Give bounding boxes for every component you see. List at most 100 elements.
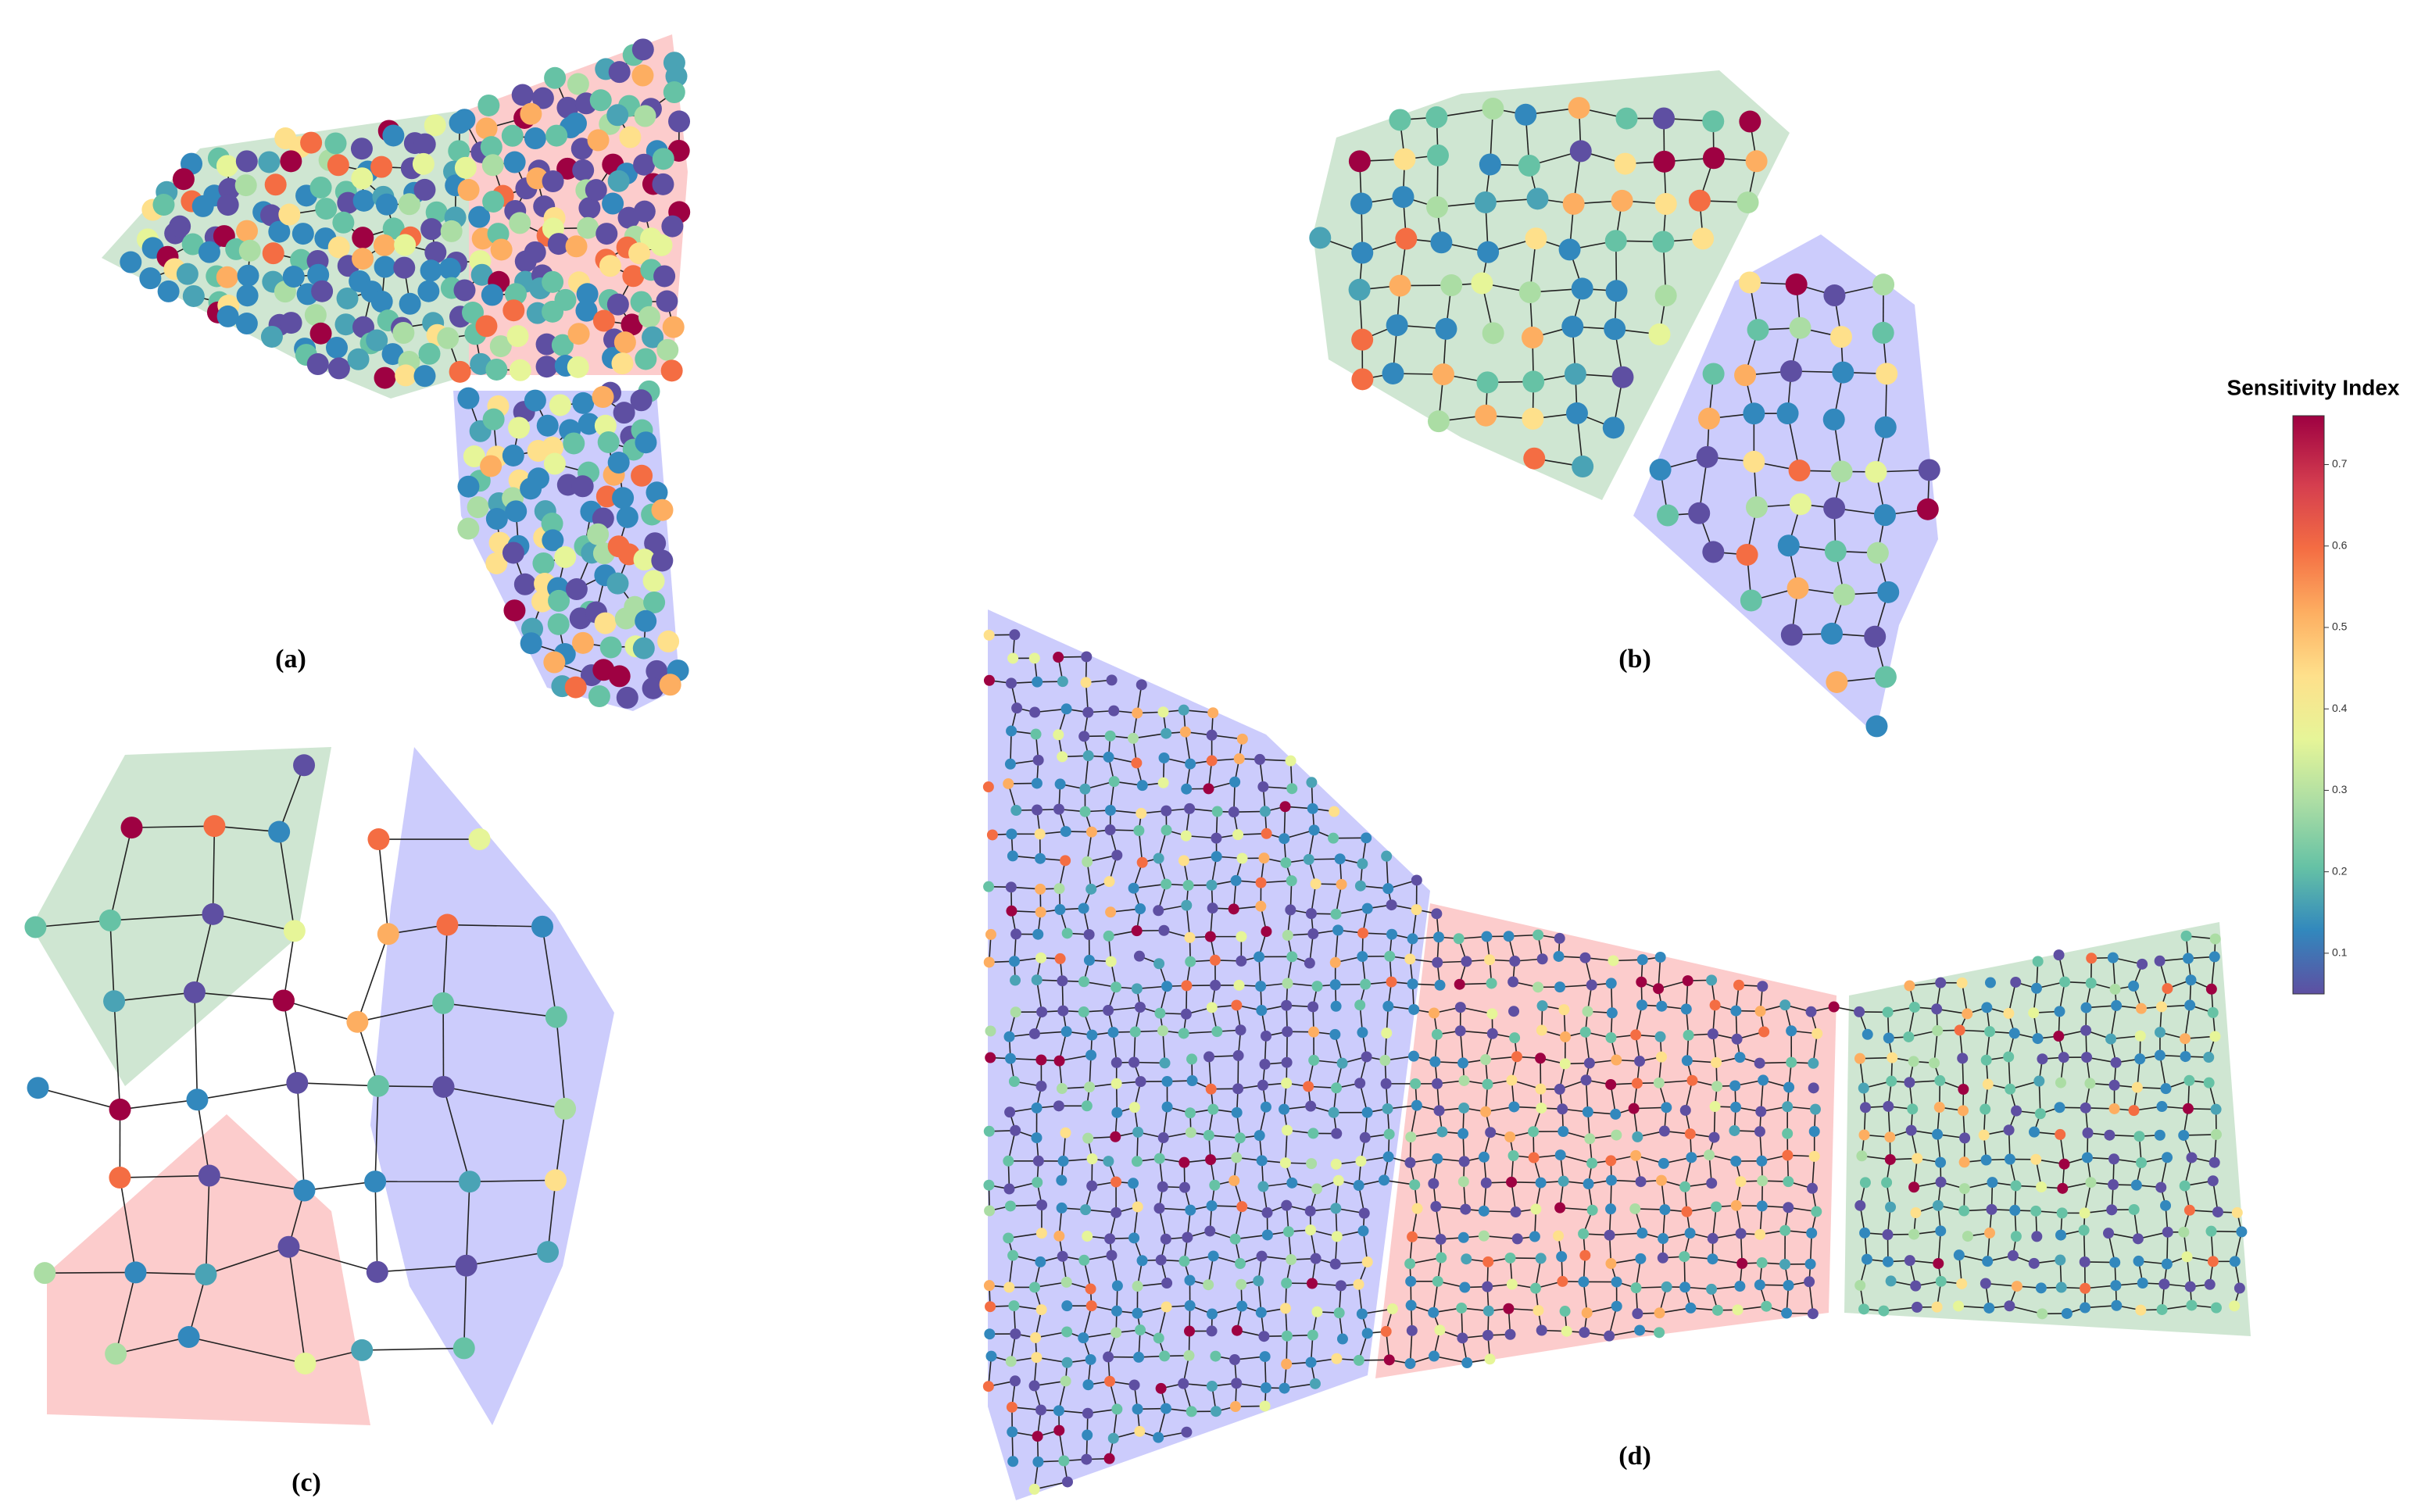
node bbox=[1032, 1431, 1043, 1442]
node bbox=[1153, 1203, 1165, 1214]
node bbox=[1357, 858, 1368, 870]
node bbox=[1133, 950, 1145, 962]
node bbox=[1178, 704, 1189, 716]
node bbox=[1709, 999, 1721, 1011]
node bbox=[218, 177, 241, 200]
node bbox=[1308, 1054, 1320, 1066]
node bbox=[2155, 1181, 2167, 1193]
node bbox=[554, 1097, 577, 1120]
node bbox=[1285, 904, 1296, 916]
node bbox=[563, 432, 585, 455]
panel-label: (c) bbox=[291, 1468, 321, 1497]
node bbox=[1614, 152, 1636, 175]
node bbox=[1395, 227, 1418, 250]
node bbox=[346, 1010, 369, 1033]
node bbox=[1859, 1227, 1871, 1239]
node bbox=[1431, 1028, 1443, 1040]
node bbox=[2055, 1128, 2066, 1140]
edge bbox=[135, 1271, 206, 1275]
node bbox=[1361, 1051, 1372, 1063]
node bbox=[327, 154, 349, 177]
node bbox=[1030, 728, 1042, 740]
node bbox=[1103, 1453, 1115, 1464]
node bbox=[1554, 981, 1566, 993]
node bbox=[2128, 980, 2140, 992]
edge bbox=[120, 1174, 209, 1178]
node bbox=[1307, 928, 1319, 940]
node bbox=[1007, 652, 1019, 664]
node bbox=[633, 549, 656, 571]
node bbox=[1453, 933, 1465, 945]
node bbox=[1756, 1257, 1768, 1269]
node bbox=[2204, 1278, 2216, 1290]
node bbox=[1632, 1308, 1643, 1320]
node bbox=[1107, 1027, 1119, 1038]
node bbox=[1684, 1128, 1696, 1140]
edge bbox=[109, 913, 213, 921]
node bbox=[1205, 1083, 1217, 1095]
node bbox=[2053, 949, 2065, 961]
node bbox=[182, 284, 205, 307]
node bbox=[1206, 729, 1218, 741]
node bbox=[1405, 1131, 1417, 1143]
node bbox=[1110, 1327, 1122, 1339]
node bbox=[1010, 1124, 1021, 1136]
node bbox=[1306, 777, 1318, 788]
node bbox=[1253, 1275, 1264, 1287]
node bbox=[1404, 1156, 1416, 1168]
node bbox=[327, 357, 350, 380]
node bbox=[1258, 853, 1270, 864]
node bbox=[1458, 1074, 1470, 1086]
node bbox=[606, 293, 629, 316]
node bbox=[258, 151, 281, 173]
node bbox=[1303, 1081, 1314, 1092]
node bbox=[564, 112, 587, 134]
node bbox=[1475, 404, 1497, 427]
node bbox=[592, 309, 615, 332]
node bbox=[567, 73, 589, 95]
node bbox=[1932, 1199, 1944, 1211]
node bbox=[268, 220, 291, 243]
node bbox=[417, 280, 440, 302]
node bbox=[1430, 231, 1453, 254]
node bbox=[633, 200, 656, 223]
node bbox=[1235, 1024, 1246, 1036]
node bbox=[503, 599, 526, 622]
node bbox=[1010, 805, 1022, 817]
node bbox=[1178, 1028, 1189, 1039]
node bbox=[1078, 976, 1090, 988]
node bbox=[1386, 899, 1397, 911]
node bbox=[1745, 496, 1768, 519]
node bbox=[2054, 1006, 2065, 1017]
node bbox=[1381, 1028, 1393, 1039]
node bbox=[1865, 460, 1887, 483]
node bbox=[272, 989, 295, 1012]
node bbox=[1004, 1200, 1016, 1212]
node bbox=[1581, 1307, 1593, 1319]
node bbox=[1282, 930, 1293, 942]
node bbox=[2137, 1278, 2148, 1289]
node bbox=[651, 549, 674, 572]
node bbox=[1129, 1026, 1141, 1038]
node bbox=[607, 452, 630, 474]
node bbox=[502, 445, 524, 467]
node bbox=[2186, 1152, 2198, 1163]
node bbox=[982, 1381, 994, 1392]
node bbox=[1486, 1008, 1498, 1020]
node bbox=[1554, 1083, 1565, 1095]
node bbox=[656, 290, 678, 313]
node bbox=[2205, 1225, 2217, 1237]
node bbox=[1518, 281, 1541, 304]
node bbox=[1830, 460, 1853, 483]
node bbox=[307, 263, 330, 286]
node bbox=[985, 1052, 996, 1063]
node bbox=[2210, 1302, 2222, 1314]
node bbox=[1931, 1003, 1943, 1015]
node bbox=[482, 408, 505, 431]
panel-label: (a) bbox=[275, 645, 306, 674]
node bbox=[1702, 110, 1725, 133]
node bbox=[1082, 706, 1094, 718]
node bbox=[551, 334, 574, 356]
node bbox=[1206, 1200, 1218, 1212]
node bbox=[1210, 979, 1221, 991]
